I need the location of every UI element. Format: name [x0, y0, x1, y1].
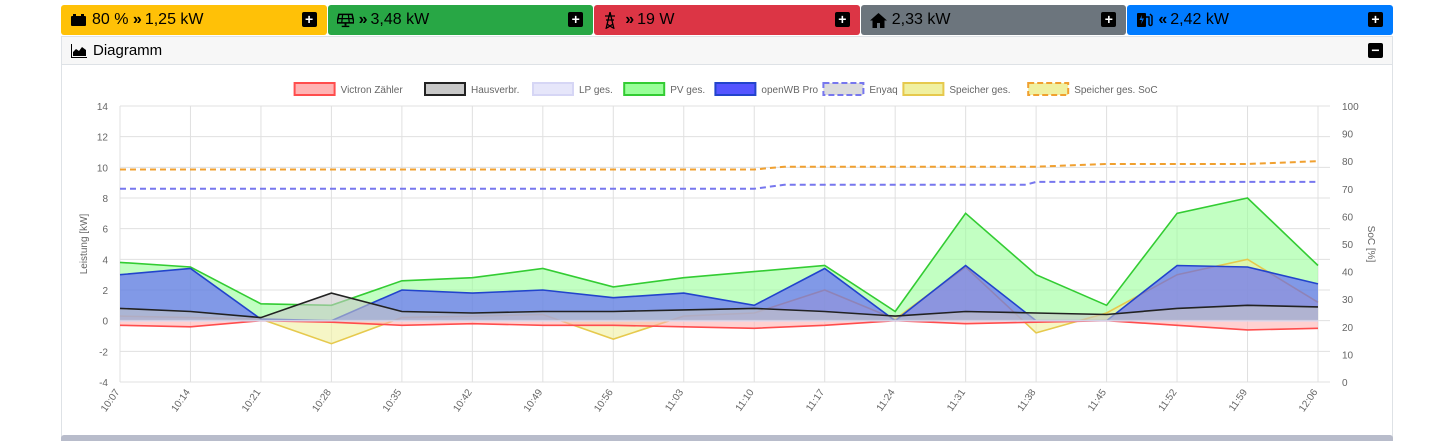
y-tick-label: 2 [102, 286, 108, 297]
tile-battery-power: 1,25 kW [144, 11, 204, 28]
legend-swatch-speicher-ges-soc [1027, 82, 1070, 96]
y-tick-label: 6 [102, 225, 108, 236]
x-tick-label: 11:17 [804, 387, 827, 414]
legend-swatch-enyaq [822, 82, 865, 96]
legend-swatch-victron-z-hler [293, 82, 336, 96]
chevrons-right-icon: » [132, 11, 142, 28]
expand-button[interactable]: + [301, 12, 317, 27]
y2-tick-label: 80 [1342, 157, 1354, 168]
tile-charge-power: 2,42 kW [1170, 11, 1229, 28]
legend-label-openwb-pro: openWB Pro [761, 85, 818, 96]
diagram-header[interactable]: Diagramm − [62, 37, 1392, 65]
solar-panel-icon [336, 12, 354, 28]
tile-grid[interactable]: » 19 W + [594, 5, 860, 35]
y-tick-label: 8 [102, 194, 108, 205]
status-tiles: 80 % » 1,25 kW +» 3,48 kW +» 19 W +2,33 kW + «2,… [61, 5, 1393, 35]
x-tick-label: 11:31 [945, 387, 968, 414]
diagram-title: Diagramm [93, 42, 163, 59]
legend-swatch-speicher-ges [902, 82, 945, 96]
expand-button[interactable]: + [568, 12, 584, 27]
legend-label-hausverbr: Hausverbr. [471, 85, 519, 96]
legend-swatch-pv-ges [623, 82, 666, 96]
y-tick-label: 4 [102, 255, 108, 266]
x-tick-label: 10:28 [311, 387, 335, 414]
charging-station-icon [1136, 12, 1154, 28]
x-tick-label: 10:49 [522, 387, 546, 414]
series-area-victron-z-hler [120, 320, 1318, 330]
tile-house-power: 2,33 kW [891, 11, 951, 28]
x-tick-label: 10:35 [381, 387, 405, 414]
legend-label-pv-ges: PV ges. [670, 85, 705, 96]
x-tick-label: 10:42 [451, 387, 475, 414]
x-tick-label: 11:24 [875, 387, 898, 414]
legend-label-speicher-ges-soc: Speicher ges. SoC [1074, 85, 1157, 96]
battery-car-icon [70, 12, 87, 28]
area-chart-icon [71, 43, 87, 58]
x-tick-label: 11:38 [1016, 387, 1039, 414]
y-axis-label: Leistung [kW] [79, 213, 90, 274]
y-tick-label: 12 [97, 133, 109, 144]
y2-tick-label: 10 [1342, 350, 1354, 361]
legend-label-lp-ges: LP ges. [579, 85, 613, 96]
y2-tick-label: 60 [1342, 212, 1354, 223]
legend-label-speicher-ges: Speicher ges. [949, 85, 1010, 96]
y2-tick-label: 50 [1342, 240, 1354, 251]
expand-button[interactable]: + [1367, 12, 1383, 27]
y2-tick-label: 90 [1342, 130, 1354, 141]
x-tick-label: 12:06 [1297, 387, 1321, 414]
x-tick-label: 11:52 [1157, 387, 1180, 414]
house-icon [869, 12, 887, 28]
legend-swatch-lp-ges [532, 82, 574, 96]
series-area-hausverbr [120, 293, 1318, 321]
chevrons-left-icon: « [1158, 11, 1167, 28]
y-tick-label: 14 [97, 102, 109, 113]
scroll-bar[interactable] [61, 435, 1393, 441]
legend-label-victron-z-hler: Victron Zähler [341, 85, 404, 96]
expand-button[interactable]: + [834, 12, 850, 27]
tile-grid-power: 19 W [637, 11, 675, 28]
chevrons-right-icon: » [625, 11, 634, 28]
series-line-hausverbr [119, 292, 1319, 319]
chevrons-right-icon: » [358, 11, 368, 28]
x-tick-label: 10:56 [592, 387, 616, 414]
x-tick-label: 10:14 [170, 387, 194, 414]
y2-tick-label: 100 [1342, 102, 1359, 113]
x-tick-label: 11:10 [734, 387, 757, 414]
power-mast-icon [603, 11, 620, 29]
legend-label-enyaq: Enyaq [869, 85, 897, 96]
series-line-speicher-ges-soc [120, 160, 1319, 171]
legend-swatch-openwb-pro [714, 82, 757, 96]
y-tick-label: 10 [97, 163, 109, 174]
y2-tick-label: 40 [1342, 268, 1354, 279]
collapse-button[interactable]: − [1368, 43, 1383, 58]
y2-tick-label: 70 [1342, 185, 1354, 196]
y-tick-label: -2 [99, 347, 108, 358]
x-tick-label: 11:03 [663, 387, 686, 414]
y2-tick-label: 30 [1342, 295, 1354, 306]
x-tick-label: 11:45 [1086, 387, 1109, 414]
legend-swatch-hausverbr [424, 82, 466, 96]
tile-pv-power: 3,48 kW [370, 11, 430, 28]
x-tick-label: 10:21 [240, 387, 264, 414]
x-tick-label: 10:07 [99, 387, 123, 414]
y2-tick-label: 20 [1342, 323, 1354, 334]
x-tick-label: 11:59 [1227, 387, 1250, 414]
tile-house[interactable]: 2,33 kW + [860, 5, 1127, 35]
tile-battery-soc: 80 % [92, 11, 133, 28]
tile-battery[interactable]: 80 % » 1,25 kW + [61, 5, 327, 35]
series-line-enyaq [120, 180, 1318, 190]
tile-pv[interactable]: » 3,48 kW + [327, 5, 594, 35]
y2-tick-label: 0 [1342, 378, 1348, 389]
series-area-openwb-pro [120, 265, 1318, 321]
y2-axis-label: SoC [%] [1365, 226, 1376, 263]
y-tick-label: 0 [102, 317, 108, 328]
y-tick-label: -4 [99, 378, 108, 389]
expand-button[interactable]: + [1101, 12, 1117, 27]
tile-charge[interactable]: «2,42 kW + [1127, 5, 1393, 35]
